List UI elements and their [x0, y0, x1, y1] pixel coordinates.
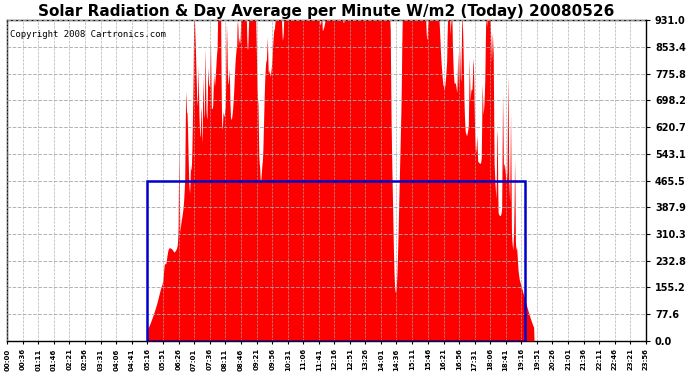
Title: Solar Radiation & Day Average per Minute W/m2 (Today) 20080526: Solar Radiation & Day Average per Minute… [39, 4, 615, 19]
Bar [148, 180, 525, 341]
Text: Copyright 2008 Cartronics.com: Copyright 2008 Cartronics.com [10, 30, 166, 39]
